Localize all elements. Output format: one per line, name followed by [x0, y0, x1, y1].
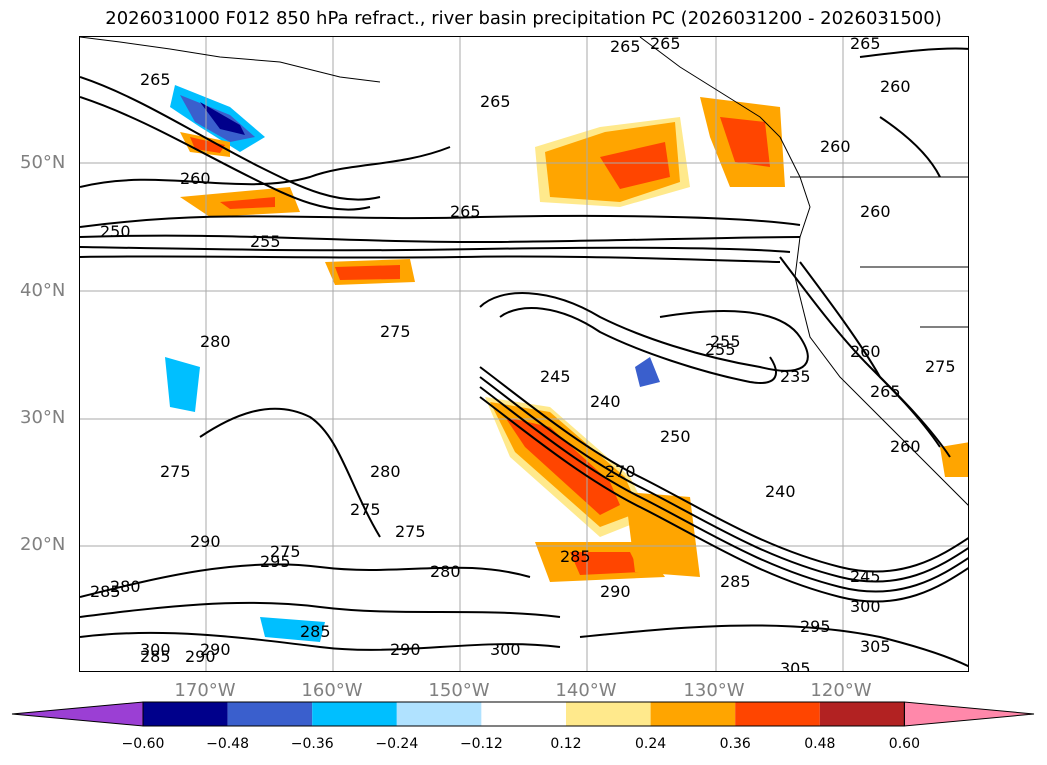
- lon-label-160w: 160°W: [301, 680, 363, 701]
- colorbar-tick-label: 0.36: [719, 736, 751, 752]
- contour-label: 250: [100, 222, 131, 241]
- colorbar-swatch: [735, 702, 820, 726]
- contour-label: 290: [200, 640, 231, 659]
- contour-label: 260: [850, 342, 881, 361]
- colorbar-swatch: [566, 702, 651, 726]
- contour-label: 265: [480, 92, 511, 111]
- colorbar-border: [142, 701, 905, 727]
- map-plot-area: 265 265 265 265 260 260 260 260 250 255 265 255 280 2…: [79, 36, 969, 672]
- contour-label: 300: [140, 640, 171, 659]
- contour-label: 275: [380, 322, 411, 341]
- contour-label: 280: [200, 332, 231, 351]
- contour-label: 280: [430, 562, 461, 581]
- colorbar-tick-label: 0.60: [888, 736, 920, 752]
- lon-label-170w: 170°W: [174, 680, 236, 701]
- colorbar-tick-label: −0.12: [459, 736, 503, 752]
- colorbar-swatch: [312, 702, 397, 726]
- lat-label-20n: 20°N: [20, 534, 66, 555]
- contour-label: 265: [450, 202, 481, 221]
- colorbar-tick-label: 0.24: [635, 736, 667, 752]
- contour-label: 260: [820, 137, 851, 156]
- contour-label: 255: [710, 332, 741, 351]
- colorbar-swatch: [227, 702, 313, 726]
- contour-label: 275: [395, 522, 426, 541]
- contour-label: 285: [140, 647, 171, 666]
- colorbar-extend-low: [11, 701, 144, 727]
- lat-label-50n: 50°N: [20, 152, 66, 173]
- colorbar-swatch: [481, 702, 566, 726]
- colorbar-tick-label: 0.12: [550, 736, 582, 752]
- lon-label-130w: 130°W: [683, 680, 745, 701]
- contour-label: 285: [720, 572, 751, 591]
- contour-label: 265: [870, 382, 901, 401]
- contour-label: 260: [880, 77, 911, 96]
- contour-label: 245: [850, 567, 881, 586]
- contour-label: 255: [250, 232, 281, 251]
- contour-label: 295: [800, 617, 831, 636]
- colorbar: [11, 701, 1035, 727]
- lat-label-30n: 30°N: [20, 407, 66, 428]
- contour-label: 255: [705, 340, 736, 359]
- colorbar-swatch: [650, 702, 736, 726]
- contour-label: 265: [650, 37, 681, 53]
- colorbar-tick-label: −0.24: [375, 736, 419, 752]
- contour-label: 290: [190, 532, 221, 551]
- contour-label: 300: [850, 597, 881, 616]
- contour-label: 285: [90, 582, 121, 601]
- contour-label: 280: [370, 462, 401, 481]
- colorbar-tick-label: −0.60: [121, 736, 165, 752]
- contour-label: 250: [660, 427, 691, 446]
- contour-label: 275: [925, 357, 956, 376]
- contour-label: 240: [590, 392, 621, 411]
- contour-label: 290: [185, 647, 216, 666]
- contour-label: 265: [140, 70, 171, 89]
- colorbar-swatch: [396, 702, 482, 726]
- contour-label: 275: [350, 500, 381, 519]
- colorbar-tick-label: 0.48: [804, 736, 836, 752]
- contour-label: 295: [260, 552, 291, 571]
- contour-label: 290: [390, 640, 421, 659]
- contour-label: 280: [110, 577, 141, 596]
- colorbar-tick-label: −0.36: [290, 736, 334, 752]
- contour-label: 245: [540, 367, 571, 386]
- lon-label-140w: 140°W: [555, 680, 617, 701]
- lon-label-120w: 120°W: [810, 680, 872, 701]
- contour-label: 275: [160, 462, 191, 481]
- colorbar-swatch: [819, 702, 905, 726]
- contour-label: 260: [180, 169, 211, 188]
- lon-label-150w: 150°W: [428, 680, 490, 701]
- contour-label: 300: [490, 640, 521, 659]
- contour-label: 285: [560, 547, 591, 566]
- contour-label: 290: [600, 582, 631, 601]
- contour-label: 265: [610, 37, 641, 56]
- lat-label-40n: 40°N: [20, 280, 66, 301]
- contour-label: 240: [765, 482, 796, 501]
- contour-label: 305: [780, 659, 811, 672]
- colorbar-extend-high: [903, 701, 1035, 727]
- contour-label: 305: [860, 637, 891, 656]
- contour-label: 235: [780, 367, 811, 386]
- colorbar-tick-label: −0.48: [206, 736, 250, 752]
- contour-label: 265: [850, 37, 881, 53]
- colorbar-swatch: [143, 702, 228, 726]
- contour-label: 260: [860, 202, 891, 221]
- contour-label: 275: [270, 542, 301, 561]
- refractivity-contours: [80, 47, 968, 668]
- map-title: 2026031000 F012 850 hPa refract., river …: [105, 8, 942, 29]
- contour-label: 270: [605, 462, 636, 481]
- contour-label: 285: [300, 622, 331, 641]
- contour-label: 260: [890, 437, 921, 456]
